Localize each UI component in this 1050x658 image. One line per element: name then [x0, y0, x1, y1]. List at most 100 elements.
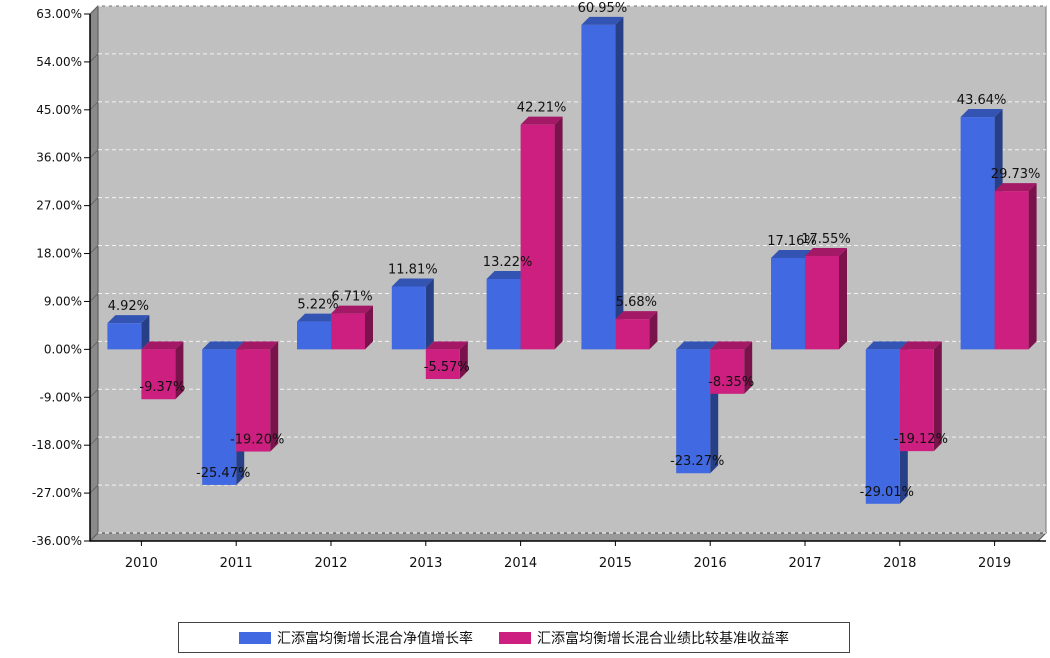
bar-top: [202, 341, 245, 350]
gridline-side: [89, 484, 99, 494]
y-tick-label: -9.00%: [40, 390, 82, 404]
legend-item-benchmark: 汇添富均衡增长混合业绩比较基准收益率: [499, 628, 789, 648]
bar-top: [391, 278, 434, 287]
plot-floor: [88, 532, 1048, 542]
bar-top: [107, 315, 150, 324]
bar-top: [486, 270, 529, 279]
y-tick-label: -18.00%: [32, 438, 82, 452]
bar: [107, 323, 142, 350]
legend-label-nav-growth: 汇添富均衡增长混合净值增长率: [277, 630, 473, 647]
x-tick-label: 2017: [788, 556, 821, 571]
bar-side: [839, 247, 847, 350]
bar-top: [899, 341, 942, 350]
gridline-side: [89, 532, 99, 542]
plot-side-wall: [89, 4, 99, 543]
gridline-side: [89, 53, 99, 63]
bar: [581, 24, 616, 350]
bar: [710, 349, 745, 394]
data-label: -25.47%: [196, 466, 250, 481]
x-tick-label: 2013: [409, 556, 442, 571]
bar: [805, 255, 839, 350]
x-tick-label: 2018: [883, 556, 916, 571]
data-label: 17.16%: [767, 234, 817, 249]
bar-top: [994, 183, 1037, 192]
gridline-side: [89, 5, 99, 15]
x-tick-label: 2014: [504, 556, 537, 571]
bar: [676, 349, 711, 474]
chart: 63.00% 54.00% 45.00% 36.00% 27.00% 18.00% 9.00…: [32, 1, 1048, 571]
legend-item-nav-growth: 汇添富均衡增长混合净值增长率: [239, 628, 473, 648]
data-label: 42.21%: [517, 101, 567, 116]
bar-top: [520, 116, 563, 125]
x-tick-label: 2015: [599, 556, 632, 571]
y-tick-label: -27.00%: [32, 486, 82, 500]
data-label: -5.57%: [424, 360, 470, 375]
bar: [141, 349, 176, 400]
bar: [615, 319, 650, 350]
bar-top: [676, 341, 719, 350]
data-label: -29.01%: [860, 485, 914, 500]
data-label: 11.81%: [388, 262, 438, 277]
data-label: -19.12%: [894, 432, 948, 447]
gridline-side: [89, 341, 99, 350]
bar-top: [331, 305, 373, 314]
chart-svg: 63.00% 54.00% 45.00% 36.00% 27.00% 18.00% 9.00…: [32, 1, 1048, 571]
bar-side: [649, 311, 658, 350]
data-label: -19.20%: [230, 433, 284, 448]
bar: [899, 349, 934, 452]
data-label: -9.37%: [139, 380, 185, 395]
bar-side: [270, 341, 279, 452]
bar-side: [425, 278, 434, 350]
bar-top: [425, 341, 468, 350]
x-tick-label: 2016: [694, 556, 727, 571]
bar-top: [865, 341, 908, 350]
bar-top: [141, 341, 184, 350]
data-label: 17.55%: [801, 232, 851, 247]
data-label: 43.64%: [957, 93, 1007, 108]
y-tick-label: 36.00%: [36, 151, 82, 165]
legend-swatch-nav-growth: [239, 631, 271, 644]
bar-top: [615, 311, 658, 320]
gridline-side: [89, 197, 99, 206]
x-tick-label: 2010: [125, 556, 158, 571]
gridline-side: [89, 293, 99, 302]
data-label: 29.73%: [991, 167, 1041, 182]
data-label: 13.22%: [483, 255, 533, 270]
y-tick-label: -36.00%: [32, 534, 82, 548]
bar: [520, 124, 555, 350]
gridline-side: [89, 388, 99, 398]
y-tick-label: 0.00%: [44, 342, 82, 356]
legend-swatch-benchmark: [499, 631, 531, 644]
bar: [486, 278, 521, 350]
gridline-side: [89, 149, 99, 159]
y-tick-label: 63.00%: [36, 7, 82, 21]
bar: [425, 349, 460, 380]
bar-side: [933, 341, 942, 452]
y-tick-label: 18.00%: [36, 247, 82, 261]
bar-top: [297, 313, 339, 322]
y-tick-label: 45.00%: [36, 103, 82, 117]
bar: [391, 286, 426, 350]
bar: [202, 349, 237, 485]
data-label: -23.27%: [670, 454, 724, 469]
bar-side: [554, 116, 563, 350]
legend-label-benchmark: 汇添富均衡增长混合业绩比较基准收益率: [537, 630, 789, 647]
y-tick-label: 27.00%: [36, 199, 82, 213]
bar-side: [365, 305, 373, 350]
y-tick-label: 54.00%: [36, 55, 82, 69]
bar-top: [805, 247, 847, 256]
bar: [236, 349, 271, 452]
bar-side: [141, 315, 150, 350]
x-tick-label: 2011: [220, 556, 253, 571]
bar: [960, 117, 995, 350]
data-label: 6.71%: [331, 290, 372, 305]
bar-top: [710, 341, 753, 350]
y-tick-label: 9.00%: [44, 294, 82, 308]
bar-side: [615, 16, 624, 350]
bar-side: [744, 341, 753, 394]
bar-side: [175, 341, 184, 400]
gridline-side: [89, 436, 99, 446]
x-tick-label: 2012: [314, 556, 347, 571]
bar-top: [960, 109, 1003, 118]
bar-top: [771, 250, 813, 259]
